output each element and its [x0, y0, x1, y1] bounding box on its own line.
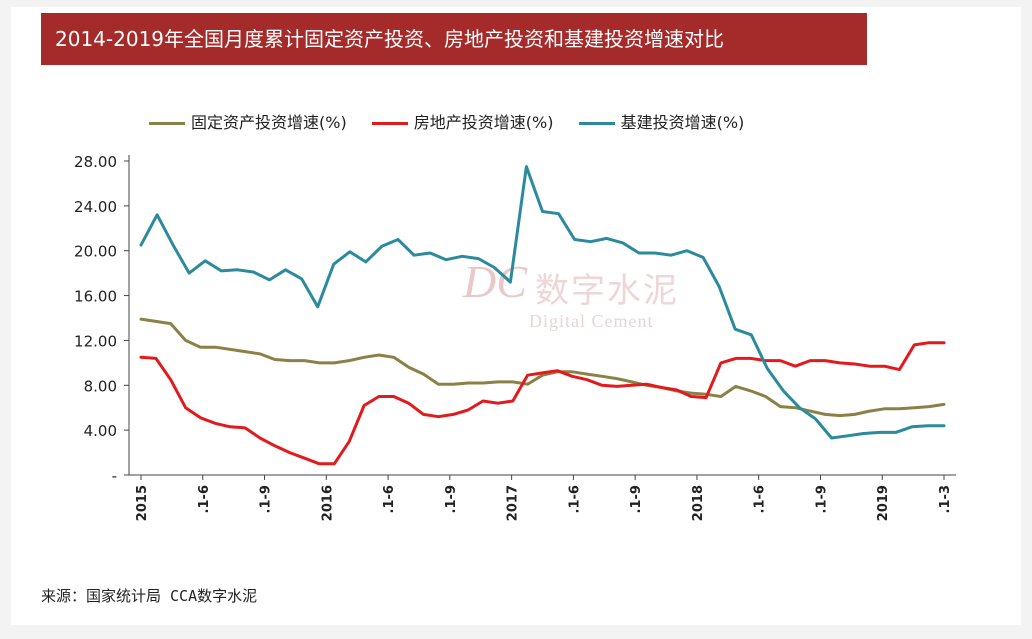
- x-tick-label: .1-9: [444, 485, 459, 513]
- series-line-infra: [139, 165, 946, 440]
- x-tick-label: 2017: [506, 485, 521, 521]
- legend-label-infra: 基建投资增速(%): [620, 113, 745, 132]
- source-note: 来源：国家统计局 CCA数字水泥: [41, 587, 258, 605]
- x-tick-label: 2019: [876, 485, 891, 521]
- chart-figure: 2014-2019年全国月度累计固定资产投资、房地产投资和基建投资增速对比 固定…: [11, 7, 1021, 625]
- x-tick-label: 2015: [135, 485, 150, 521]
- title-banner: 2014-2019年全国月度累计固定资产投资、房地产投资和基建投资增速对比: [41, 13, 867, 65]
- legend-label-fixed: 固定资产投资增速(%): [191, 113, 347, 132]
- x-tick-label: .1-3: [938, 485, 953, 513]
- y-tick-label: 8.00: [84, 377, 117, 395]
- chart-title: 2014-2019年全国月度累计固定资产投资、房地产投资和基建投资增速对比: [55, 27, 725, 51]
- y-tick-label: 24.00: [74, 198, 117, 216]
- y-tick-label: 16.00: [74, 288, 117, 306]
- legend-swatch-realestate: [371, 122, 408, 125]
- y-tick-label: -: [112, 467, 117, 485]
- legend-item-fixed: 固定资产投资增速(%): [149, 109, 347, 133]
- y-tick-label: 20.00: [74, 243, 117, 261]
- x-tick-label: .1-6: [197, 485, 212, 513]
- legend-label-realestate: 房地产投资增速(%): [413, 113, 554, 132]
- legend: 固定资产投资增速(%) 房地产投资增速(%) 基建投资增速(%): [149, 109, 764, 139]
- plot-area: 28.00 24.00 20.00 16.00 12.00 8.00 4.00 - 2015 .1…: [74, 153, 956, 521]
- legend-item-infra: 基建投资增速(%): [578, 109, 745, 133]
- x-tick-label: .1-9: [259, 485, 274, 513]
- legend-swatch-infra: [578, 122, 615, 125]
- y-tick-label: 12.00: [74, 332, 117, 350]
- x-tick-label: .1-6: [382, 485, 397, 513]
- x-tick-label: .1-9: [629, 485, 644, 513]
- legend-swatch-fixed: [149, 122, 185, 125]
- x-tick-label: 2016: [320, 485, 335, 521]
- x-tick-label: 2018: [691, 485, 706, 521]
- series-line-fixed: [139, 317, 946, 418]
- y-tick-label: 4.00: [84, 422, 117, 440]
- legend-item-realestate: 房地产投资增速(%): [371, 109, 554, 133]
- y-tick-label: 28.00: [74, 153, 117, 171]
- x-tick-label: .1-6: [567, 485, 582, 513]
- x-tick-label: .1-6: [753, 485, 768, 513]
- x-tick-label: .1-9: [814, 485, 829, 513]
- series-line-realestate: [139, 341, 946, 466]
